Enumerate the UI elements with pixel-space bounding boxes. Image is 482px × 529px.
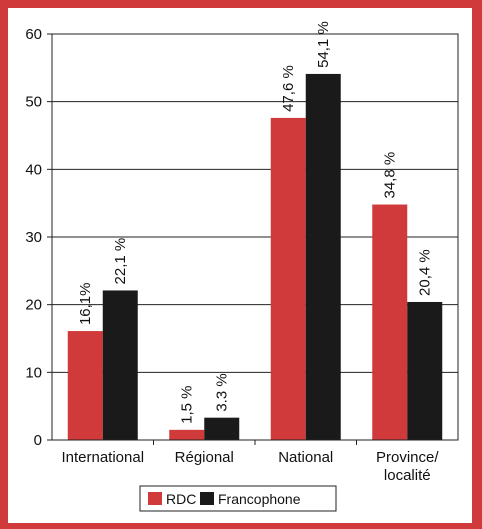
- y-tick-label: 60: [25, 26, 42, 43]
- data-label: 47,6 %: [280, 65, 297, 112]
- axes: [47, 33, 459, 445]
- x-category-label: National: [278, 449, 333, 466]
- bar-rdc-0: [67, 331, 103, 440]
- legend-label-rdc: RDC: [166, 491, 196, 507]
- bar-rdc-1: [169, 429, 205, 440]
- data-label: 3.3 %: [214, 373, 231, 411]
- x-category-label: Province/localité: [376, 449, 439, 484]
- y-tick-label: 40: [25, 161, 42, 178]
- x-category-label: International: [61, 449, 144, 466]
- y-tick-label: 50: [25, 94, 42, 111]
- bar-francophone-2: [305, 73, 341, 440]
- bar-francophone-1: [204, 417, 240, 440]
- data-label: 1,5 %: [179, 385, 196, 423]
- data-label: 22,1 %: [112, 238, 129, 285]
- bars: [67, 73, 443, 440]
- legend-box: [139, 485, 337, 512]
- data-labels: 16,1% 22,1 % 1,5 % 3.3 % 47,6 % 54,1 % 34,8 % 2…: [77, 21, 434, 424]
- legend-swatch-francophone: [200, 492, 214, 505]
- legend: RDC Francophone: [139, 485, 337, 512]
- y-tick-label: 30: [25, 229, 42, 246]
- x-category-label: Régional: [175, 449, 234, 466]
- data-label: 34,8 %: [382, 152, 399, 199]
- data-label: 54,1 %: [315, 21, 332, 68]
- y-tick-label: 0: [34, 432, 42, 449]
- data-label: 20,4 %: [417, 249, 434, 296]
- legend-swatch-rdc: [148, 492, 162, 505]
- y-tick-label: 20: [25, 297, 42, 314]
- bar-francophone-0: [102, 290, 138, 440]
- bar-francophone-3: [407, 301, 443, 440]
- x-category-labels: International Régional National Province/lo…: [61, 449, 439, 484]
- chart-frame: 0 10 20 30 40 50 60 International Régional Natio…: [8, 8, 472, 523]
- bar-rdc-3: [372, 204, 408, 440]
- y-tick-label: 10: [25, 364, 42, 381]
- data-label: 16,1%: [77, 283, 94, 326]
- bar-chart: 0 10 20 30 40 50 60 International Régional Natio…: [25, 21, 459, 512]
- y-tick-labels: 0 10 20 30 40 50 60: [25, 26, 42, 449]
- bar-rdc-2: [270, 117, 306, 440]
- legend-label-francophone: Francophone: [218, 491, 301, 507]
